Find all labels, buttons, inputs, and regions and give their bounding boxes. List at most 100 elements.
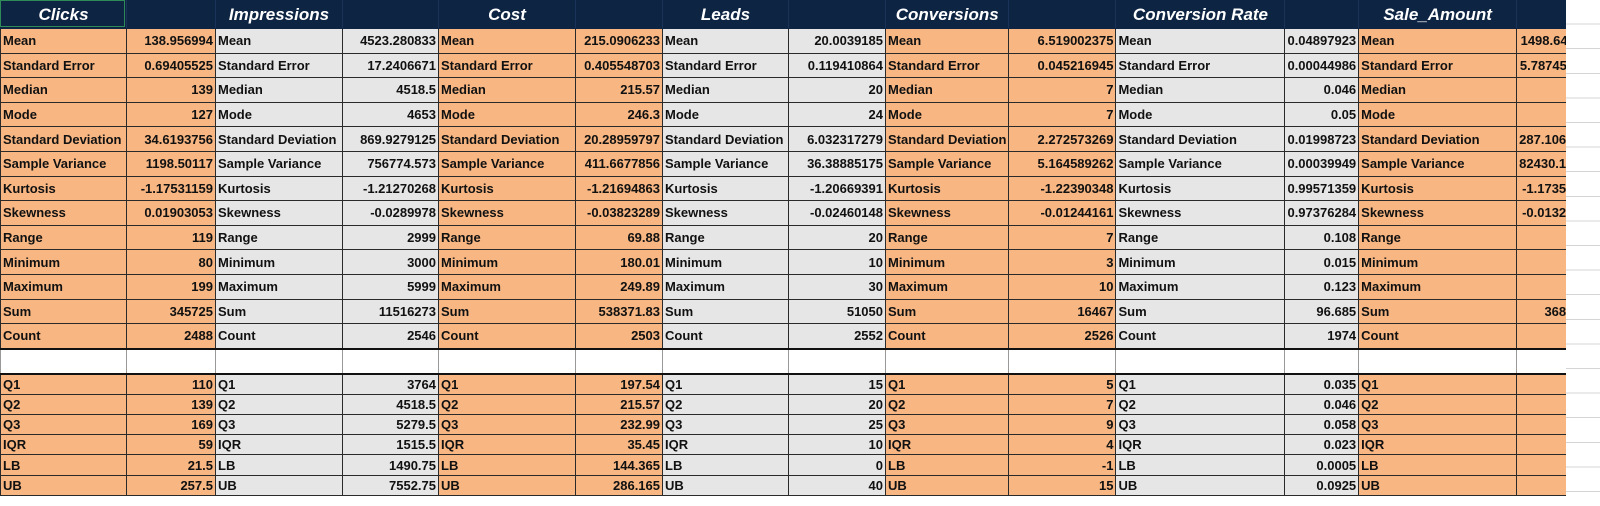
stat-label-cell[interactable]: Standard Deviation	[1115, 126, 1286, 152]
stat-value-cell[interactable]: 2488	[126, 323, 216, 350]
stat-label-cell[interactable]: Kurtosis	[884, 175, 1010, 202]
stat-value-cell[interactable]: 0.69405525	[126, 52, 216, 79]
quartile-value-cell[interactable]: 0.0005	[1284, 454, 1360, 476]
stat-value-cell[interactable]: 180.01	[575, 249, 663, 275]
stat-label-cell[interactable]: Standard Error	[884, 52, 1010, 79]
quartile-value-cell[interactable]: 144.365	[575, 454, 663, 476]
quartile-label-cell[interactable]: LB	[215, 454, 343, 476]
stat-label-cell[interactable]: Mode	[1115, 101, 1286, 128]
stat-label-cell[interactable]: Standard Deviation	[1358, 126, 1518, 152]
stat-value-cell[interactable]: 0.123	[1284, 273, 1360, 300]
column-header-conversions[interactable]: Conversions	[884, 0, 1010, 29]
quartile-value-cell[interactable]: 25	[788, 414, 886, 436]
stat-value-cell[interactable]: 7	[1008, 101, 1117, 128]
quartile-value-cell[interactable]: 257.5	[126, 474, 216, 496]
quartile-value-cell[interactable]: -1	[1008, 454, 1117, 476]
stat-label-cell[interactable]: Minimum	[438, 249, 576, 275]
quartile-label-cell[interactable]: UB	[884, 474, 1010, 496]
quartile-value-cell[interactable]: 286.165	[575, 474, 663, 496]
quartile-value-cell[interactable]: 35.45	[575, 434, 663, 456]
stat-value-cell[interactable]: 0.01998723	[1284, 126, 1360, 152]
quartile-value-cell[interactable]: 0.035	[1284, 372, 1360, 395]
quartile-label-cell[interactable]: LB	[1115, 454, 1286, 476]
stat-value-cell[interactable]: 7	[1008, 224, 1117, 251]
quartile-value-cell[interactable]: 7552.75	[342, 474, 439, 496]
quartile-label-cell[interactable]: IQR	[884, 434, 1010, 456]
quartile-label-cell[interactable]: LB	[438, 454, 576, 476]
quartile-label-cell[interactable]: UB	[0, 474, 127, 496]
stat-value-cell[interactable]: 2503	[575, 323, 663, 350]
stat-value-cell[interactable]: 7	[1008, 77, 1117, 103]
stat-label-cell[interactable]: Skewness	[0, 200, 127, 226]
quartile-value-cell[interactable]: 0	[788, 454, 886, 476]
quartile-label-cell[interactable]: Q3	[1358, 414, 1518, 436]
stat-label-cell[interactable]: Count	[438, 323, 576, 350]
stat-label-cell[interactable]: Sample Variance	[884, 150, 1010, 177]
stat-label-cell[interactable]: Skewness	[662, 200, 789, 226]
stat-value-cell[interactable]: 1974	[1284, 323, 1360, 350]
empty-cell[interactable]	[1358, 347, 1518, 375]
stat-label-cell[interactable]: Skewness	[215, 200, 343, 226]
column-header-leads[interactable]: Leads	[662, 0, 789, 29]
quartile-label-cell[interactable]: Q1	[215, 372, 343, 395]
quartile-label-cell[interactable]: UB	[438, 474, 576, 496]
stat-label-cell[interactable]: Standard Error	[438, 52, 576, 79]
stat-value-cell[interactable]: 20.28959797	[575, 126, 663, 152]
quartile-value-cell[interactable]: 1490.75	[342, 454, 439, 476]
empty-grid-area[interactable]	[1566, 0, 1600, 506]
quartile-label-cell[interactable]: Q3	[215, 414, 343, 436]
stat-value-cell[interactable]: 6.032317279	[788, 126, 886, 152]
stat-label-cell[interactable]: Kurtosis	[438, 175, 576, 202]
stat-label-cell[interactable]: Mean	[0, 28, 127, 54]
stat-value-cell[interactable]: 11516273	[342, 298, 439, 325]
stat-value-cell[interactable]: 0.00039949	[1284, 150, 1360, 177]
stat-value-cell[interactable]: 249.89	[575, 273, 663, 300]
stat-value-cell[interactable]: 20	[788, 77, 886, 103]
stat-value-cell[interactable]: 51050	[788, 298, 886, 325]
quartile-label-cell[interactable]: Q2	[215, 393, 343, 416]
stat-value-cell[interactable]: 3000	[342, 249, 439, 275]
quartile-label-cell[interactable]: IQR	[215, 434, 343, 456]
stat-label-cell[interactable]: Sum	[1358, 298, 1518, 325]
stat-value-cell[interactable]: 0.05	[1284, 101, 1360, 128]
quartile-value-cell[interactable]: 197.54	[575, 372, 663, 395]
quartile-label-cell[interactable]: LB	[662, 454, 789, 476]
stat-value-cell[interactable]: 215.57	[575, 77, 663, 103]
stat-label-cell[interactable]: Kurtosis	[0, 175, 127, 202]
stat-label-cell[interactable]: Skewness	[1115, 200, 1286, 226]
quartile-label-cell[interactable]: UB	[662, 474, 789, 496]
quartile-value-cell[interactable]: 4	[1008, 434, 1117, 456]
column-header-empty[interactable]	[1008, 0, 1117, 29]
empty-cell[interactable]	[215, 347, 343, 375]
column-header-impressions[interactable]: Impressions	[215, 0, 343, 29]
stat-label-cell[interactable]: Median	[215, 77, 343, 103]
quartile-value-cell[interactable]: 0.0925	[1284, 474, 1360, 496]
stat-value-cell[interactable]: -0.03823289	[575, 200, 663, 226]
stat-label-cell[interactable]: Mean	[884, 28, 1010, 54]
stat-label-cell[interactable]: Count	[884, 323, 1010, 350]
stat-value-cell[interactable]: 215.0906233	[575, 28, 663, 54]
quartile-value-cell[interactable]: 21.5	[126, 454, 216, 476]
stat-label-cell[interactable]: Minimum	[1115, 249, 1286, 275]
empty-cell[interactable]	[575, 347, 663, 375]
quartile-label-cell[interactable]: Q1	[1115, 372, 1286, 395]
stat-value-cell[interactable]: 0.00044986	[1284, 52, 1360, 79]
quartile-value-cell[interactable]: 139	[126, 393, 216, 416]
column-header-empty[interactable]	[788, 0, 886, 29]
empty-cell[interactable]	[884, 347, 1010, 375]
stat-label-cell[interactable]: Mode	[438, 101, 576, 128]
quartile-label-cell[interactable]: IQR	[662, 434, 789, 456]
stat-value-cell[interactable]: 17.2406671	[342, 52, 439, 79]
stat-label-cell[interactable]: Mode	[0, 101, 127, 128]
stat-label-cell[interactable]: Range	[1358, 224, 1518, 251]
stat-value-cell[interactable]: 6.519002375	[1008, 28, 1117, 54]
stat-label-cell[interactable]: Standard Deviation	[438, 126, 576, 152]
quartile-value-cell[interactable]: 3764	[342, 372, 439, 395]
column-header-sale-amount[interactable]: Sale_Amount	[1358, 0, 1518, 29]
stat-value-cell[interactable]: 5.164589262	[1008, 150, 1117, 177]
quartile-value-cell[interactable]: 0.023	[1284, 434, 1360, 456]
column-header-empty[interactable]	[575, 0, 663, 29]
quartile-label-cell[interactable]: Q2	[662, 393, 789, 416]
stat-value-cell[interactable]: 0.046	[1284, 77, 1360, 103]
stat-label-cell[interactable]: Skewness	[438, 200, 576, 226]
